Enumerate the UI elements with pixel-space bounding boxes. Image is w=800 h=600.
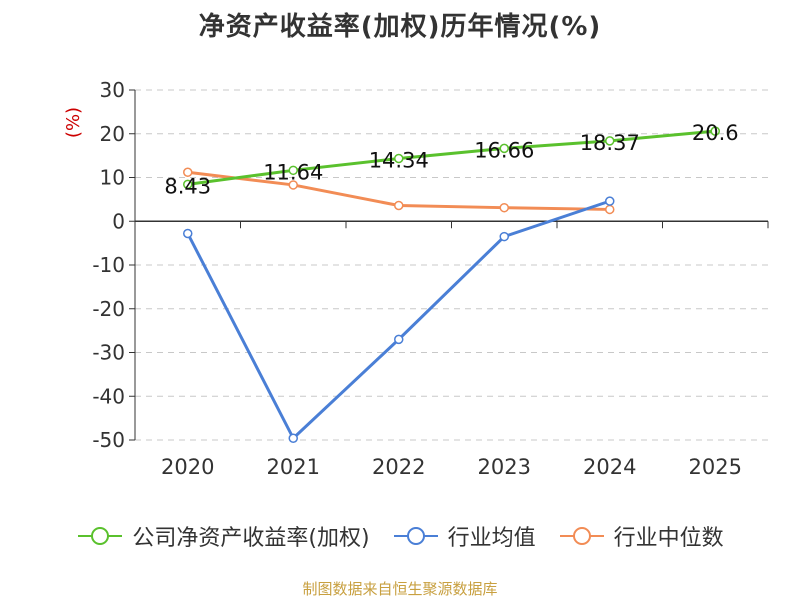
series-line bbox=[186, 199, 611, 440]
data-point bbox=[499, 202, 509, 213]
data-point bbox=[394, 153, 404, 164]
data-label: 16.66 bbox=[474, 138, 534, 162]
data-point bbox=[710, 126, 720, 136]
legend-label: 公司净资产收益率(加权) bbox=[132, 526, 370, 551]
data-label: 20.6 bbox=[692, 121, 739, 145]
data-point bbox=[183, 167, 193, 177]
y-tick-label: 30 bbox=[100, 78, 125, 102]
source-note: 制图数据来自恒生聚源数据库 bbox=[302, 580, 498, 598]
data-point bbox=[605, 196, 615, 206]
legend-item-industry-mean[interactable]: 行业均值 bbox=[392, 520, 536, 552]
data-point bbox=[288, 165, 298, 176]
data-point bbox=[605, 136, 615, 146]
legend-label: 行业中位数 bbox=[613, 526, 724, 551]
series-line bbox=[187, 129, 716, 186]
data-point bbox=[605, 204, 615, 215]
data-point bbox=[183, 228, 193, 239]
data-label: 11.64 bbox=[263, 160, 323, 184]
data-label: 18.37 bbox=[580, 131, 640, 155]
legend: 公司净资产收益率(加权) 行业均值 行业中位数 bbox=[0, 520, 800, 552]
x-tick-label: 2024 bbox=[583, 455, 636, 479]
y-tick-label: -20 bbox=[92, 297, 125, 321]
y-tick-label: 0 bbox=[112, 209, 125, 233]
data-point bbox=[288, 180, 298, 190]
x-tick-label: 2020 bbox=[161, 455, 214, 479]
y-tick-label: 10 bbox=[100, 166, 125, 190]
data-label: 8.43 bbox=[164, 174, 211, 198]
data-point bbox=[394, 334, 404, 345]
data-label: 14.34 bbox=[369, 149, 429, 173]
x-tick-label: 2022 bbox=[372, 455, 425, 479]
y-tick-label: -50 bbox=[92, 428, 125, 452]
data-point bbox=[499, 143, 509, 154]
data-point bbox=[499, 231, 509, 242]
data-point bbox=[394, 200, 404, 211]
legend-item-company[interactable]: 公司净资产收益率(加权) bbox=[76, 520, 370, 552]
legend-line-icon bbox=[78, 527, 123, 545]
legend-label: 行业均值 bbox=[447, 526, 536, 551]
x-tick-label: 2025 bbox=[689, 455, 742, 479]
y-tick-label: -10 bbox=[92, 253, 125, 277]
data-point bbox=[183, 179, 193, 190]
data-point bbox=[288, 433, 298, 443]
y-tick-label: -40 bbox=[92, 384, 125, 408]
legend-line-icon bbox=[559, 527, 604, 545]
chart-title: 净资产收益率(加权)历年情况(%) bbox=[198, 12, 602, 42]
legend-item-industry-median[interactable]: 行业中位数 bbox=[558, 520, 724, 552]
y-tick-label: 20 bbox=[100, 122, 125, 146]
y-tick-label: -30 bbox=[92, 341, 125, 365]
x-tick-label: 2023 bbox=[478, 455, 531, 479]
legend-line-icon bbox=[393, 527, 438, 545]
x-tick-label: 2021 bbox=[267, 455, 320, 479]
